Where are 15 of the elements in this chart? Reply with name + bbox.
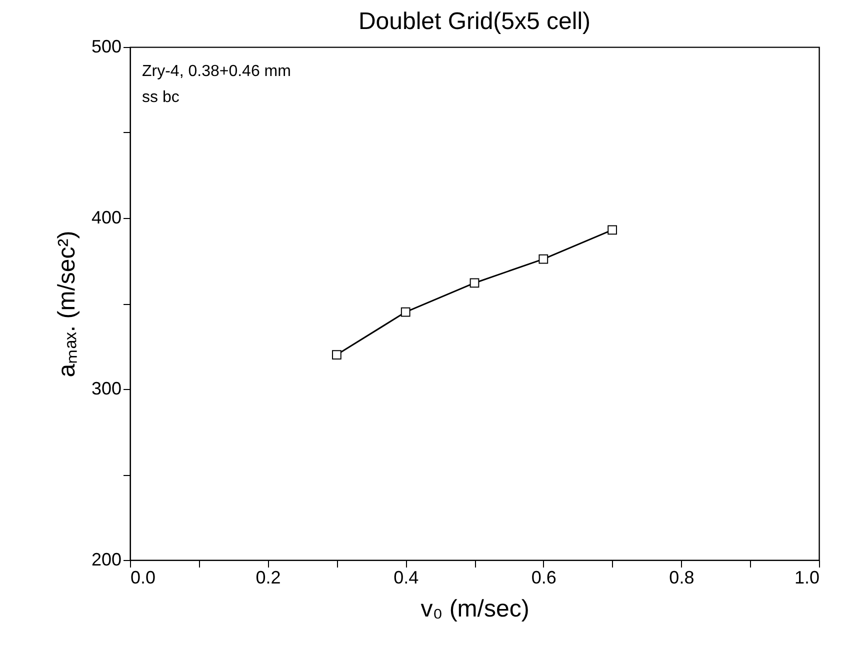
y-tick-label: 400 (91, 208, 122, 228)
x-tick-label: 0.2 (256, 568, 281, 588)
y-tick-label: 300 (91, 378, 122, 398)
y-tick-label: 500 (91, 36, 122, 56)
x-tick-label: 0.0 (130, 568, 156, 588)
annotation: Zry-4, 0.38+0.46 mm (142, 63, 291, 80)
x-axis-title: v₀ (m/sec) (420, 596, 530, 622)
x-tick-label: 0.6 (531, 568, 556, 588)
chart-title: Doublet Grid(5x5 cell) (358, 8, 591, 35)
y-axis-title: aₘₐₓ. (m/sec²) (53, 230, 80, 378)
x-tick-label: 1.0 (794, 568, 820, 588)
annotation: ss bc (142, 89, 180, 106)
y-tick-label: 200 (91, 550, 122, 570)
x-tick-label: 0.8 (669, 568, 694, 588)
x-tick-label: 0.4 (394, 568, 419, 588)
